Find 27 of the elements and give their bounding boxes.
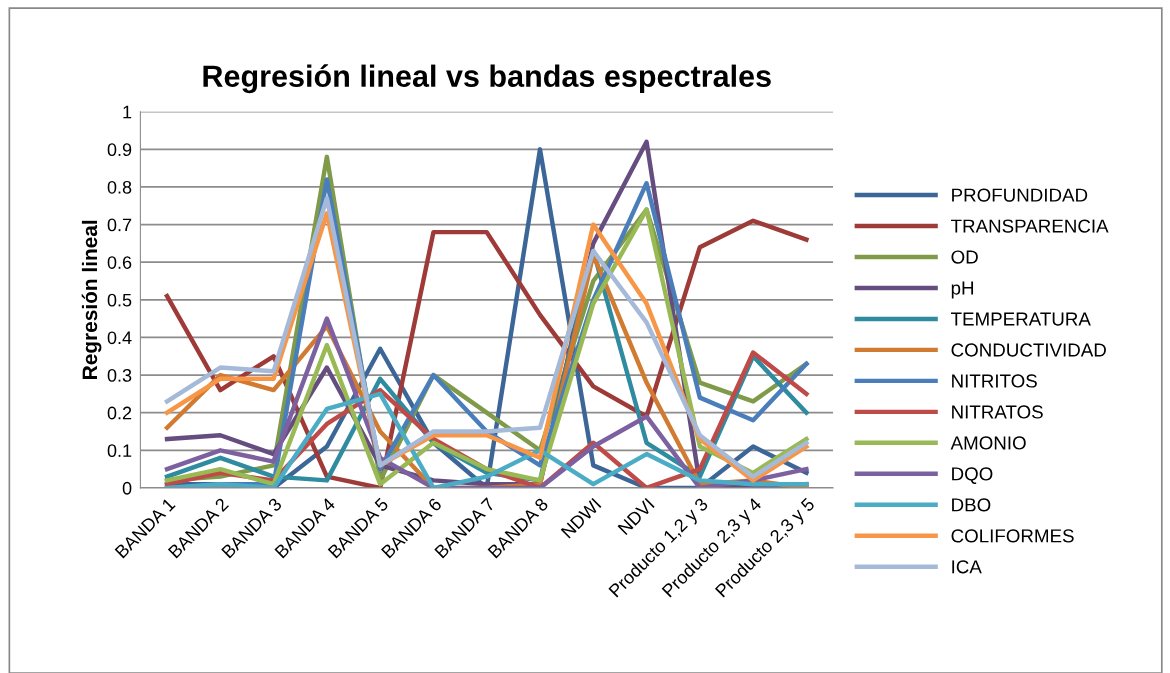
y-axis-title: Regresión lineal <box>81 220 102 379</box>
legend-label: TEMPERATURA <box>951 312 1091 326</box>
y-tick-label: 1 <box>123 105 132 119</box>
y-tick-label: 0.2 <box>107 406 132 420</box>
chart-title: Regresión lineal vs bandas espectrales <box>203 64 771 94</box>
y-tick-label: 0.1 <box>107 444 132 458</box>
y-tick-label: 0.3 <box>107 369 132 382</box>
legend-label: pH <box>951 281 974 299</box>
y-tick-label: 0.8 <box>107 180 132 194</box>
legend-label: OD <box>951 250 978 264</box>
legend-label: AMONIO <box>950 436 1026 450</box>
legend-label: PROFUNDIDAD <box>952 188 1088 202</box>
line-series <box>164 391 809 488</box>
y-tick-label: 0.4 <box>107 331 132 345</box>
legend-label: DQO <box>952 467 993 484</box>
y-tick-label: 0.7 <box>107 218 132 232</box>
legend-label: COLIFORMES <box>951 529 1074 543</box>
legend-label: ICA <box>952 560 982 574</box>
y-tick-label: 0.9 <box>107 143 132 157</box>
legend-label: TRANSPARENCIA <box>951 219 1109 233</box>
legend-label: NITRATOS <box>952 405 1043 419</box>
y-tick-label: 0 <box>122 481 132 495</box>
y-tick-label: 0.6 <box>107 256 132 269</box>
y-tick-label: 0.5 <box>107 293 132 307</box>
legend-label: CONDUCTIVIDAD <box>951 343 1106 357</box>
legend-label: NITRITOS <box>952 374 1037 388</box>
legend-label: DBO <box>952 498 991 512</box>
